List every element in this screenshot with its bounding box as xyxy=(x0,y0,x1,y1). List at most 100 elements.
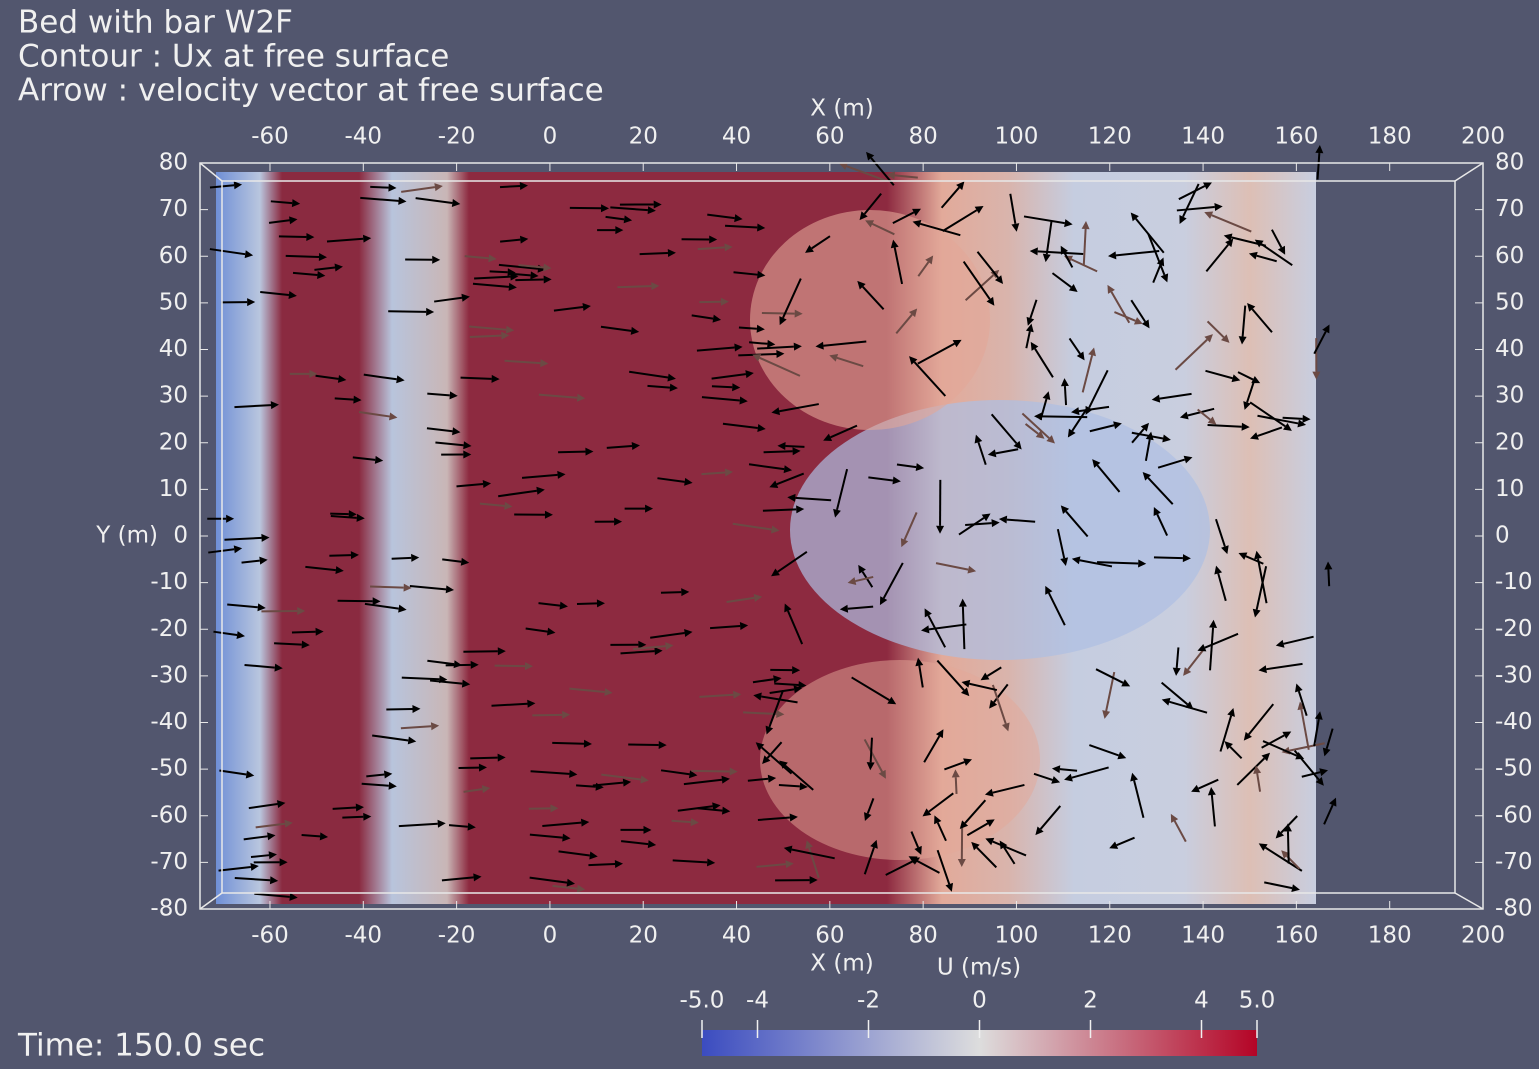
arrow-head xyxy=(805,245,814,253)
arrow-head xyxy=(398,196,407,205)
arrow-shaft xyxy=(364,602,399,610)
arrow-shaft xyxy=(270,200,293,205)
arrow-shaft xyxy=(358,411,390,418)
arrow-shaft xyxy=(855,575,874,583)
arrow-shaft xyxy=(761,746,793,775)
arrow-shaft xyxy=(915,859,940,874)
arrow-head xyxy=(497,647,506,656)
arrow-shaft xyxy=(743,711,777,716)
arrow-head xyxy=(974,434,983,444)
arrow-shaft xyxy=(620,650,655,655)
arrow-shaft xyxy=(787,610,804,645)
arrow-shaft xyxy=(1237,371,1254,381)
arrow-head xyxy=(1051,776,1061,784)
arrow-shaft xyxy=(893,247,904,285)
arrow-head xyxy=(318,253,327,262)
arrow-shaft xyxy=(936,822,947,842)
y-tick-label: -40 xyxy=(150,709,188,735)
arrow-shaft xyxy=(388,310,427,313)
arrow-head xyxy=(309,369,318,378)
arrow-head xyxy=(1092,459,1101,468)
x-tick-label: 20 xyxy=(629,923,658,949)
arrow-head xyxy=(1001,722,1010,732)
y-tick-label: 20 xyxy=(159,429,188,455)
arrow-shaft xyxy=(329,554,351,557)
arrow-shaft xyxy=(342,815,364,819)
arrow-shaft xyxy=(529,876,568,884)
arrow-shaft xyxy=(463,650,498,653)
arrow-head xyxy=(546,627,556,636)
arrow-head xyxy=(1030,341,1039,351)
arrow-shaft xyxy=(1297,690,1308,717)
arrow-head xyxy=(403,583,412,592)
arrow-head xyxy=(432,255,441,264)
arrow-head xyxy=(319,832,329,841)
arrow-head xyxy=(297,607,306,616)
arrow-shaft xyxy=(691,769,730,773)
arrow-shaft xyxy=(434,296,463,303)
arrow-shaft xyxy=(1089,424,1115,433)
arrow-shaft xyxy=(1207,424,1242,428)
arrow-shaft xyxy=(1205,369,1233,380)
arrow-shaft xyxy=(1051,272,1072,289)
arrow-head xyxy=(543,275,552,284)
arrow-shaft xyxy=(894,174,918,179)
arrow-head xyxy=(833,508,841,518)
arrow-shaft xyxy=(940,186,960,209)
arrow-shaft xyxy=(474,275,511,280)
arrow-head xyxy=(1297,419,1307,428)
arrow-shaft xyxy=(846,165,888,183)
arrow-shaft xyxy=(639,252,668,256)
arrow-head xyxy=(1261,752,1271,762)
arrow-shaft xyxy=(699,693,734,698)
arrow-head xyxy=(1113,421,1122,430)
arrow-head xyxy=(461,679,471,688)
arrow-shaft xyxy=(1152,264,1162,283)
arrow-shaft xyxy=(498,263,539,270)
arrow-shaft xyxy=(779,403,819,413)
arrow-shaft xyxy=(1024,423,1039,435)
arrow-shaft xyxy=(748,463,785,471)
arrow-head xyxy=(505,325,515,334)
y-tick-label: -70 xyxy=(1495,849,1533,875)
arrow-head xyxy=(1253,765,1262,774)
arrow-head xyxy=(388,183,397,192)
arrow-head xyxy=(890,239,899,249)
arrow-shaft xyxy=(1204,632,1239,649)
arrow-shaft xyxy=(869,737,873,763)
arrow-shaft xyxy=(836,468,849,511)
colorbar-tick-label: -4 xyxy=(746,988,769,1014)
arrow-head xyxy=(439,675,448,684)
arrow-shaft xyxy=(1175,647,1180,669)
arrow-shaft xyxy=(532,713,563,717)
arrow-shaft xyxy=(671,819,691,824)
arrow-head xyxy=(999,840,1008,850)
arrow-head xyxy=(233,545,243,554)
arrow-shaft xyxy=(250,854,270,859)
arrow-shaft xyxy=(398,822,438,828)
arrow-head xyxy=(1241,422,1250,431)
y-tick-label: -50 xyxy=(150,756,188,782)
arrow-shaft xyxy=(785,445,805,448)
x-axis-label: X (m) xyxy=(810,951,873,977)
arrow-shaft xyxy=(711,373,747,380)
arrow-head xyxy=(1207,416,1217,425)
colorbar-tick-label: -2 xyxy=(857,988,880,1014)
arrow-head xyxy=(600,204,610,213)
arrow-head xyxy=(557,470,566,479)
arrow-shaft xyxy=(1271,229,1283,249)
x-tick-label: 120 xyxy=(1088,124,1132,150)
arrow-shaft xyxy=(1063,386,1068,406)
arrow-shaft xyxy=(701,471,726,476)
arrow-shaft xyxy=(326,237,364,243)
arrow-shaft xyxy=(1256,254,1277,263)
arrow-shaft xyxy=(1063,252,1074,268)
arrow-head xyxy=(1319,768,1329,777)
arrow-head xyxy=(1315,145,1324,154)
arrow-head xyxy=(530,271,539,280)
arrow-shaft xyxy=(724,224,758,229)
arrow-shaft xyxy=(774,682,799,687)
x-tick-label: 200 xyxy=(1461,923,1505,949)
arrow-shaft xyxy=(962,261,991,300)
arrow-shaft xyxy=(738,326,757,330)
